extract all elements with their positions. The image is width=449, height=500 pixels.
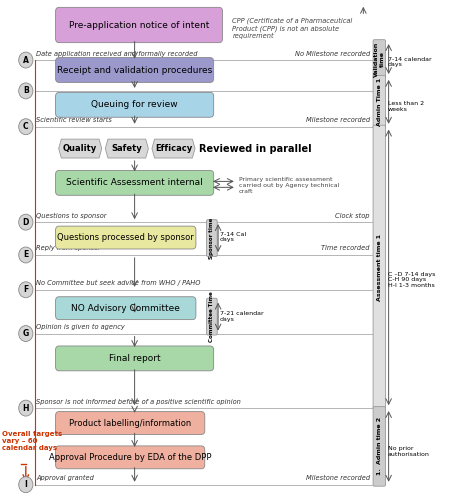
Text: Validation
time: Validation time <box>374 42 385 76</box>
Text: 7-21 calendar
days: 7-21 calendar days <box>220 311 264 322</box>
Circle shape <box>19 400 33 416</box>
Text: F: F <box>23 286 28 294</box>
Text: Primary scientific assessment
carried out by Agency technical
craft: Primary scientific assessment carried ou… <box>239 177 339 194</box>
Polygon shape <box>59 139 102 158</box>
Text: Pre-application notice of intent: Pre-application notice of intent <box>69 20 209 30</box>
FancyBboxPatch shape <box>56 412 205 434</box>
FancyBboxPatch shape <box>207 220 217 256</box>
Text: Less than 2
weeks: Less than 2 weeks <box>388 102 424 112</box>
Polygon shape <box>152 139 195 158</box>
Text: A: A <box>23 56 29 64</box>
Text: H: H <box>22 404 29 412</box>
Text: Efficacy: Efficacy <box>155 144 192 153</box>
FancyBboxPatch shape <box>373 76 386 128</box>
Text: C: C <box>23 122 29 131</box>
Text: Queuing for review: Queuing for review <box>91 100 178 110</box>
Text: Questions to sponsor: Questions to sponsor <box>36 212 106 218</box>
Text: Safety: Safety <box>111 144 142 153</box>
Text: Sponsor is not informed before of a positive scientific opinion: Sponsor is not informed before of a posi… <box>36 398 241 404</box>
Text: I: I <box>24 480 27 489</box>
Circle shape <box>19 214 33 230</box>
Circle shape <box>19 476 33 492</box>
Text: D: D <box>22 218 29 226</box>
Text: Milestone recorded: Milestone recorded <box>306 117 370 123</box>
FancyBboxPatch shape <box>56 92 214 117</box>
Circle shape <box>19 326 33 342</box>
Text: Milestone recorded: Milestone recorded <box>306 475 370 481</box>
Text: NO Advisory Committee: NO Advisory Committee <box>71 304 180 312</box>
Text: Reviewed in parallel: Reviewed in parallel <box>199 144 312 154</box>
Text: Scientific review starts: Scientific review starts <box>36 117 112 123</box>
FancyBboxPatch shape <box>56 170 214 196</box>
Text: 7-14 Cal
days: 7-14 Cal days <box>220 232 246 242</box>
Text: Quality: Quality <box>63 144 97 153</box>
Text: B: B <box>23 86 29 96</box>
Text: Overall targets
vary – 60
calendar days: Overall targets vary – 60 calendar days <box>2 432 62 452</box>
Text: Date application received and formally recorded: Date application received and formally r… <box>36 50 198 56</box>
Text: Approval Procedure by EDA of the DPP: Approval Procedure by EDA of the DPP <box>49 453 211 462</box>
FancyBboxPatch shape <box>56 346 214 371</box>
FancyBboxPatch shape <box>56 446 205 469</box>
Text: Questions processed by sponsor: Questions processed by sponsor <box>57 233 194 242</box>
Text: 7-14 calendar
days: 7-14 calendar days <box>388 56 431 68</box>
Polygon shape <box>106 139 148 158</box>
FancyBboxPatch shape <box>56 58 214 82</box>
FancyBboxPatch shape <box>56 8 223 42</box>
FancyBboxPatch shape <box>207 298 217 335</box>
Text: C –D 7-14 days
C-H 90 days
H-I 1-3 months: C –D 7-14 days C-H 90 days H-I 1-3 month… <box>388 272 435 288</box>
Text: Committee Time: Committee Time <box>209 292 214 342</box>
FancyBboxPatch shape <box>373 40 386 78</box>
Text: No Milestone recorded: No Milestone recorded <box>295 50 370 56</box>
Text: CPP (Certificate of a Pharmaceutical
Product (CPP) is not an absolute
requiremen: CPP (Certificate of a Pharmaceutical Pro… <box>232 18 352 38</box>
Circle shape <box>19 247 33 263</box>
Text: Clock stop: Clock stop <box>335 212 370 218</box>
Text: G: G <box>23 329 29 338</box>
Text: Reply from sponsor: Reply from sponsor <box>36 246 101 252</box>
Text: No prior
authorisation: No prior authorisation <box>388 446 430 457</box>
Text: E: E <box>23 250 28 260</box>
Text: Product labelling/information: Product labelling/information <box>69 418 191 428</box>
Circle shape <box>19 118 33 134</box>
Circle shape <box>19 83 33 99</box>
FancyBboxPatch shape <box>373 406 386 486</box>
FancyBboxPatch shape <box>373 125 386 410</box>
Text: Admin Time 1: Admin Time 1 <box>377 78 382 126</box>
Text: Scientific Assessment internal: Scientific Assessment internal <box>66 178 203 188</box>
Text: 1.  Admin time 2: 1. Admin time 2 <box>377 418 382 476</box>
Text: Sponsor time: Sponsor time <box>209 218 214 258</box>
Circle shape <box>19 52 33 68</box>
Text: Receipt and validation procedures: Receipt and validation procedures <box>57 66 212 74</box>
FancyBboxPatch shape <box>56 296 196 320</box>
FancyBboxPatch shape <box>56 226 196 249</box>
Text: Assessment time 1: Assessment time 1 <box>377 234 382 301</box>
Text: Approval granted: Approval granted <box>36 475 94 481</box>
Text: No Committee but seek advice from WHO / PAHO: No Committee but seek advice from WHO / … <box>36 280 201 286</box>
Text: Final report: Final report <box>109 354 160 363</box>
Text: Time recorded: Time recorded <box>321 246 370 252</box>
Text: Opinion is given to agency: Opinion is given to agency <box>36 324 125 330</box>
Circle shape <box>19 282 33 298</box>
